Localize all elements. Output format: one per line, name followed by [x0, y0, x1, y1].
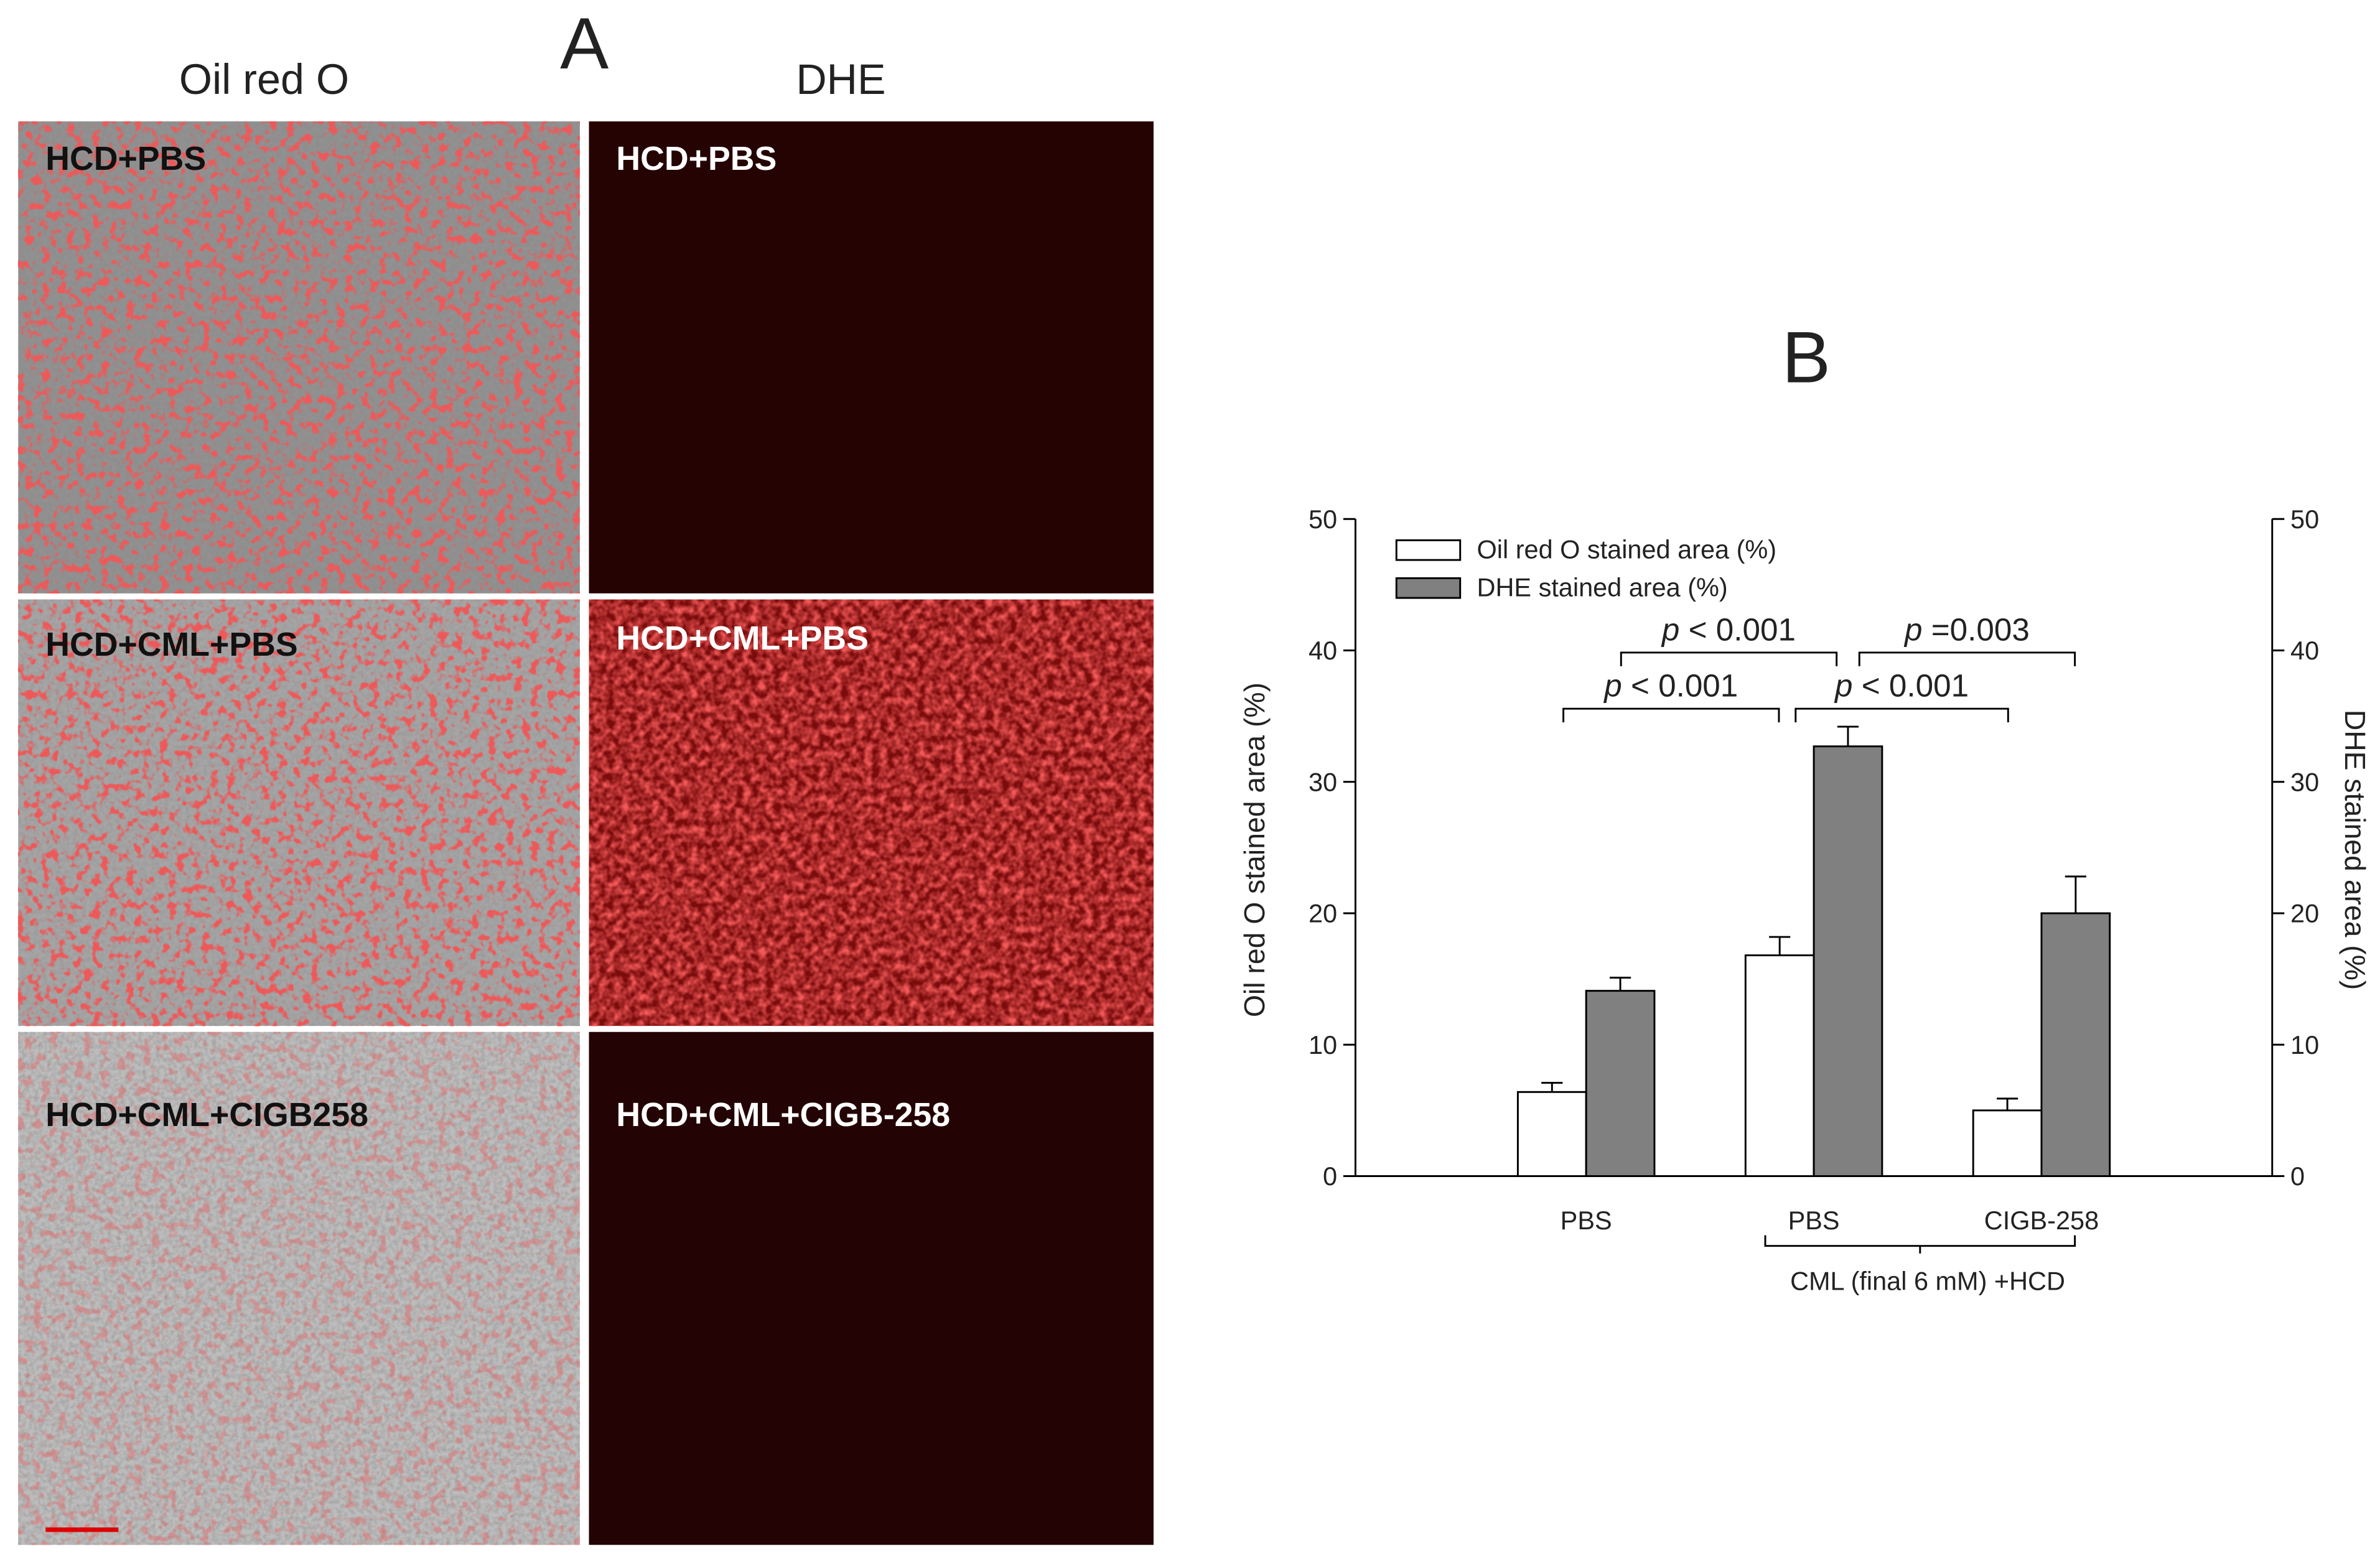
annotation: p < 0.001: [1603, 668, 1738, 704]
legend-label: DHE stained area (%): [1477, 573, 1728, 602]
annotation: p < 0.001: [1834, 668, 1969, 704]
legend-swatch: [1395, 539, 1462, 561]
bar: [1813, 745, 1883, 1177]
significance-bracket: [1858, 651, 2076, 666]
group-label: CML (final 6 mM) +HCD: [1790, 1266, 2065, 1295]
annotation-text: < 0.001: [1862, 668, 1969, 704]
column-title: DHE: [796, 56, 885, 103]
panel-letter: A: [560, 2, 609, 84]
image-label: HCD+CML+CIGB-258: [616, 1096, 950, 1133]
annotation: p < 0.001: [1661, 612, 1796, 647]
bar: [2040, 912, 2111, 1177]
group-bracket: [1764, 1235, 2076, 1254]
panel-a: A Oil red O DHE HCD+PBS HCD+CML+PBS HCD+…: [18, 2, 1154, 1545]
y-axis-label: Oil red O stained area (%): [1238, 682, 1271, 1017]
x-tick-label: PBS: [1561, 1206, 1612, 1235]
y-tick-label: 20: [1309, 899, 1337, 928]
y-tick-label: 40: [1309, 636, 1337, 665]
error-bar: [1541, 1082, 1563, 1092]
annotation-text: < 0.001: [1689, 612, 1796, 647]
image-label: HCD+PBS: [616, 140, 777, 177]
bar: [1972, 1109, 2043, 1177]
texture: [18, 1031, 580, 1545]
annotation-p: p: [1661, 612, 1680, 647]
annotation-p: p: [1903, 612, 1923, 647]
image-label: HCD+CML+PBS: [616, 620, 868, 657]
annotation-text: < 0.001: [1631, 668, 1738, 704]
y2-tick-label: 10: [2290, 1030, 2319, 1059]
texture: [18, 599, 580, 1026]
y-tick-label: 30: [1309, 767, 1337, 796]
x-tick-label: PBS: [1788, 1206, 1840, 1235]
error-bar: [1609, 977, 1631, 991]
legend-label: Oil red O stained area (%): [1477, 535, 1777, 564]
annotation-p: p: [1834, 668, 1853, 704]
significance-bracket: [1794, 707, 2009, 723]
significance-bracket: [1562, 707, 1780, 723]
bar: [1516, 1091, 1587, 1177]
annotation-p: p: [1603, 668, 1622, 704]
chart-title: B: [1782, 317, 1831, 398]
bar: [1585, 990, 1656, 1177]
y2-tick-label: 30: [2290, 767, 2319, 796]
bar: [1744, 954, 1815, 1177]
column-title: Oil red O: [179, 56, 349, 103]
error-bar: [1997, 1097, 2018, 1110]
y-tick-label: 0: [1323, 1161, 1337, 1191]
error-bar: [1837, 725, 1859, 747]
micrograph: [589, 1031, 1154, 1545]
y2-tick-label: 20: [2290, 899, 2319, 928]
image-label: HCD+CML+PBS: [45, 626, 297, 663]
image-label: HCD+CML+CIGB258: [45, 1096, 368, 1133]
y2-tick-label: 40: [2290, 636, 2319, 665]
significance-bracket: [1620, 651, 1838, 666]
x-tick-label: CIGB-258: [1984, 1206, 2099, 1235]
y2-axis-label: DHE stained area (%): [2339, 710, 2371, 990]
error-bar: [2065, 875, 2086, 914]
annotation: p =0.003: [1903, 612, 2030, 647]
legend-swatch: [1395, 577, 1462, 599]
micrograph: [589, 121, 1154, 593]
annotation-text: =0.003: [1931, 612, 2030, 647]
y2-tick-label: 50: [2290, 505, 2319, 534]
image-label: HCD+PBS: [45, 140, 206, 177]
texture: [589, 599, 1154, 1026]
panel-b: B 0 10 20 30 40 50 0 10 20 30 40 50 Oil red O stained…: [1238, 317, 2371, 1296]
y-tick-label: 50: [1309, 505, 1337, 534]
y2-tick-label: 0: [2290, 1161, 2305, 1191]
y-tick-label: 10: [1309, 1030, 1337, 1059]
error-bar: [1769, 936, 1791, 956]
texture: [18, 121, 580, 593]
